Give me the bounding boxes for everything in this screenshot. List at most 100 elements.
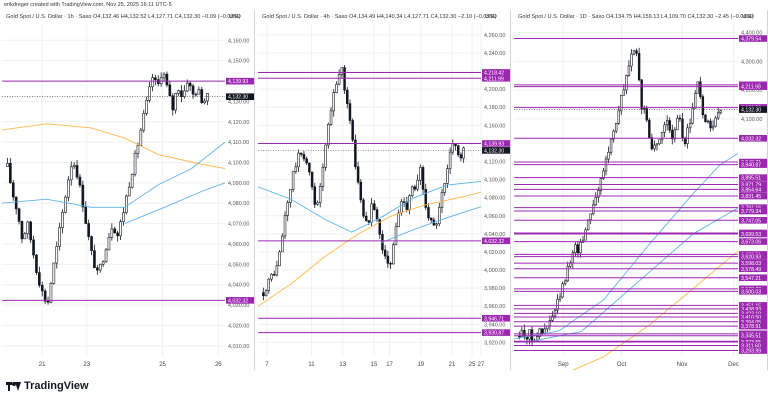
level-price-label: 3,547.21 (741, 276, 761, 282)
candle (359, 179, 363, 204)
x-tick-label: 19 (417, 362, 424, 368)
candle (438, 202, 441, 227)
candle (316, 200, 319, 206)
level-price-tag (739, 305, 767, 313)
moving-average-line (513, 153, 739, 340)
candle (668, 117, 671, 134)
y-tick-label: 4,300.00 (741, 59, 762, 65)
candle (640, 78, 643, 115)
candle (52, 262, 56, 285)
candle (348, 99, 352, 125)
candle (40, 281, 44, 297)
candle (405, 196, 409, 213)
tradingview-logo[interactable]: TradingView (6, 380, 89, 392)
candle (711, 120, 715, 131)
level-price-label: 3,854.64 (741, 187, 761, 193)
candle (78, 173, 82, 188)
y-tick-label: 4,040.00 (484, 232, 505, 238)
candle (691, 102, 694, 125)
candle (291, 171, 295, 193)
candle (645, 105, 648, 123)
candle (267, 277, 271, 294)
candle (454, 143, 457, 151)
candle (313, 182, 317, 208)
last-price-tag (482, 147, 510, 154)
candle (694, 90, 697, 109)
level-price-label: 3,578.49 (741, 267, 761, 273)
chart-svg[interactable]: 4,400.00 4,300.00 4,200.00 4,100.00 Sep Oct No… (512, 10, 768, 370)
candle (332, 89, 335, 117)
x-tick-label: 7 (265, 362, 269, 368)
chart-panel-4h[interactable]: 4,260.004,240.004,220.004,200.004,180.00… (256, 10, 511, 370)
level-price-label: 3,345.51 (741, 334, 761, 340)
candle (663, 121, 666, 138)
candle (443, 182, 446, 196)
level-price-label: 3,699.53 (741, 232, 761, 238)
level-price-tag (482, 140, 510, 147)
level-price-tag (482, 314, 510, 322)
y-tick-label: 3,940.00 (484, 322, 505, 328)
candle (75, 159, 79, 180)
candle (43, 288, 47, 304)
chart-panel-1d[interactable]: 4,400.00 4,300.00 4,200.00 4,100.00 Sep Oct No… (512, 10, 768, 370)
candle (546, 325, 549, 333)
chart-panel-1h[interactable]: 4,160.004,150.004,140.004,130.004,120.00… (0, 10, 255, 370)
candle (110, 223, 114, 241)
candle (133, 149, 137, 177)
candle (329, 107, 333, 126)
chart-svg[interactable]: 4,160.004,150.004,140.004,130.004,120.00… (0, 10, 255, 370)
candle (421, 165, 425, 196)
candle (96, 264, 99, 275)
candle (392, 242, 395, 265)
candle (286, 200, 289, 222)
candle (159, 72, 163, 87)
y-tick-label: 4,240.00 (484, 51, 505, 57)
x-tick-label: 13 (339, 362, 346, 368)
candle (324, 144, 327, 171)
x-tick-label: Sep (558, 362, 569, 368)
candle (599, 176, 603, 195)
level-price-label: 3,311.60 (741, 343, 761, 349)
y-tick-label: 4,100.00 (484, 178, 505, 184)
level-price-tag (739, 338, 767, 346)
footer: TradingView (0, 372, 768, 400)
candle (29, 220, 32, 244)
candle (607, 146, 610, 164)
candle (632, 49, 636, 56)
y-tick-label: 4,200.00 (741, 88, 762, 94)
candle (462, 146, 465, 163)
currency-label: USD (485, 14, 497, 20)
last-price-label: 4,132.30 (228, 95, 248, 101)
candle (20, 220, 24, 244)
y-tick-label: 4,120.00 (484, 160, 505, 166)
level-price-label: 4,032.32 (228, 298, 248, 304)
candle (156, 75, 160, 87)
candle (548, 315, 552, 331)
candle (665, 115, 669, 131)
candle (49, 282, 53, 304)
candle (90, 235, 93, 256)
candle (571, 249, 575, 269)
y-tick-label: 4,020.00 (228, 323, 249, 329)
candle (154, 74, 157, 86)
candle (281, 233, 284, 253)
candle (566, 261, 569, 283)
level-price-tag (739, 313, 767, 321)
level-price-tag (739, 274, 767, 282)
candle (142, 109, 146, 133)
candle (188, 81, 192, 92)
candle (206, 93, 209, 106)
candle (383, 245, 387, 260)
x-tick-label: Dec (728, 362, 739, 368)
candle (424, 183, 428, 210)
candle (551, 311, 554, 322)
candle (318, 183, 322, 208)
candle (620, 94, 623, 115)
candle (617, 105, 620, 125)
candle (148, 81, 151, 103)
y-tick-label: 3,920.00 (484, 340, 505, 346)
y-tick-label: 4,080.00 (484, 196, 505, 202)
level-price-label: 3,598.03 (741, 261, 761, 267)
chart-svg[interactable]: 4,260.004,240.004,220.004,200.004,180.00… (256, 10, 511, 370)
level-price-tag (739, 318, 767, 326)
